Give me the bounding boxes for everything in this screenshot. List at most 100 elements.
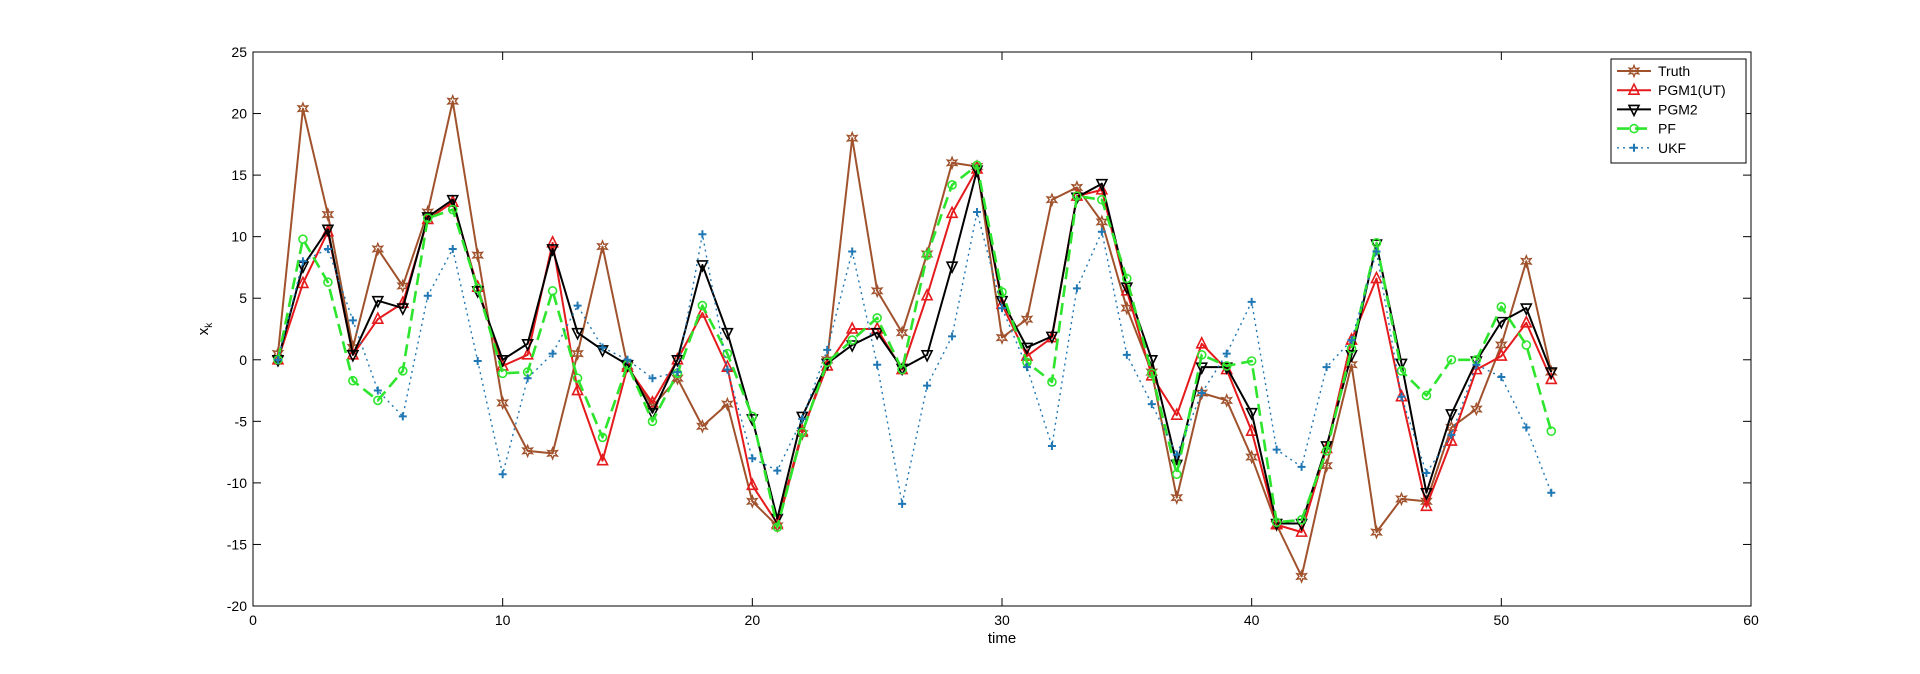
data-point (521, 338, 534, 352)
data-point (571, 327, 584, 341)
x-tick-label: 10 (495, 612, 511, 628)
plot-area (252, 51, 1752, 607)
data-point (771, 513, 784, 527)
data-point (1420, 498, 1433, 512)
data-point (1147, 400, 1156, 409)
x-tick-label: 20 (745, 612, 761, 628)
data-point (822, 357, 833, 368)
data-point (1246, 356, 1257, 366)
data-point (1370, 270, 1383, 284)
data-point (1197, 389, 1206, 398)
data-point (298, 234, 308, 244)
data-point (1220, 393, 1234, 408)
data-point (1469, 401, 1483, 417)
data-point (995, 330, 1009, 346)
data-point (745, 493, 759, 509)
data-point (722, 348, 733, 359)
legend-marker (1627, 104, 1641, 118)
data-point (1547, 488, 1556, 497)
legend-marker (1630, 143, 1638, 152)
data-point (1245, 423, 1258, 436)
data-point (371, 295, 385, 309)
data-point (1072, 284, 1081, 293)
data-point (922, 250, 932, 260)
data-point (773, 466, 782, 475)
data-point (1544, 371, 1558, 385)
data-point (497, 368, 508, 379)
data-point (496, 395, 510, 411)
y-tick-label: 25 (231, 44, 247, 60)
legend-item: Truth (1617, 63, 1690, 79)
data-point (720, 396, 734, 412)
data-point (1544, 367, 1558, 380)
data-point (296, 101, 310, 117)
legend-label: UKF (1658, 140, 1686, 156)
data-point (1347, 336, 1356, 345)
data-point (1371, 238, 1382, 248)
legend-item: PGM2 (1617, 101, 1698, 117)
y-tick-label: 0 (239, 352, 247, 368)
data-point (872, 313, 882, 323)
data-point (623, 355, 632, 364)
data-point (1147, 368, 1157, 379)
y-axis-label-subscript: k (204, 322, 215, 328)
legend-marker (1627, 63, 1641, 79)
data-point (948, 332, 957, 341)
data-point (1445, 433, 1458, 446)
data-point (323, 244, 332, 253)
data-point (1372, 247, 1381, 256)
data-point (1171, 469, 1182, 480)
series-layer (271, 93, 1558, 584)
data-point (947, 180, 957, 190)
y-tick-label: -20 (227, 598, 247, 614)
data-point (1519, 253, 1533, 269)
data-point (870, 283, 884, 299)
y-tick-label: 10 (231, 229, 247, 245)
data-point (1195, 385, 1209, 401)
data-point (572, 373, 583, 384)
data-point (1370, 524, 1383, 540)
data-point (1497, 373, 1506, 382)
data-point (873, 360, 882, 369)
data-point (1395, 491, 1408, 507)
data-point (1321, 446, 1332, 456)
data-point (1271, 517, 1282, 528)
data-point (1397, 392, 1406, 401)
data-point (1097, 194, 1107, 205)
legend-marker (1629, 123, 1639, 134)
data-point (898, 499, 907, 508)
data-point (1170, 407, 1184, 420)
x-tick-label: 30 (994, 612, 1010, 628)
data-point (1472, 360, 1481, 369)
data-point (1247, 297, 1256, 306)
data-point (1220, 362, 1233, 375)
data-point (1221, 361, 1232, 371)
data-point (646, 395, 659, 408)
legend-item: UKF (1617, 140, 1686, 156)
data-point (521, 443, 535, 459)
data-point (1295, 524, 1308, 537)
legend-label: Truth (1658, 63, 1690, 79)
x-tick-label: 0 (249, 612, 257, 628)
data-point (1370, 239, 1383, 252)
data-point (1272, 445, 1281, 454)
legend-label: PF (1658, 121, 1676, 137)
data-point (523, 374, 532, 383)
y-tick-label: 20 (231, 106, 247, 122)
data-point (1245, 449, 1259, 465)
data-point (797, 427, 808, 438)
data-point (446, 194, 460, 208)
data-point (298, 257, 307, 266)
data-point (772, 522, 783, 533)
data-point (548, 349, 557, 358)
data-point (1022, 363, 1031, 372)
data-point (1422, 469, 1431, 478)
data-point (1322, 363, 1331, 372)
data-point (296, 275, 310, 289)
data-point (1045, 331, 1059, 345)
data-point (1495, 348, 1508, 361)
x-tick-label: 60 (1743, 612, 1759, 628)
x-tick-label: 50 (1494, 612, 1510, 628)
data-point (1095, 214, 1109, 230)
